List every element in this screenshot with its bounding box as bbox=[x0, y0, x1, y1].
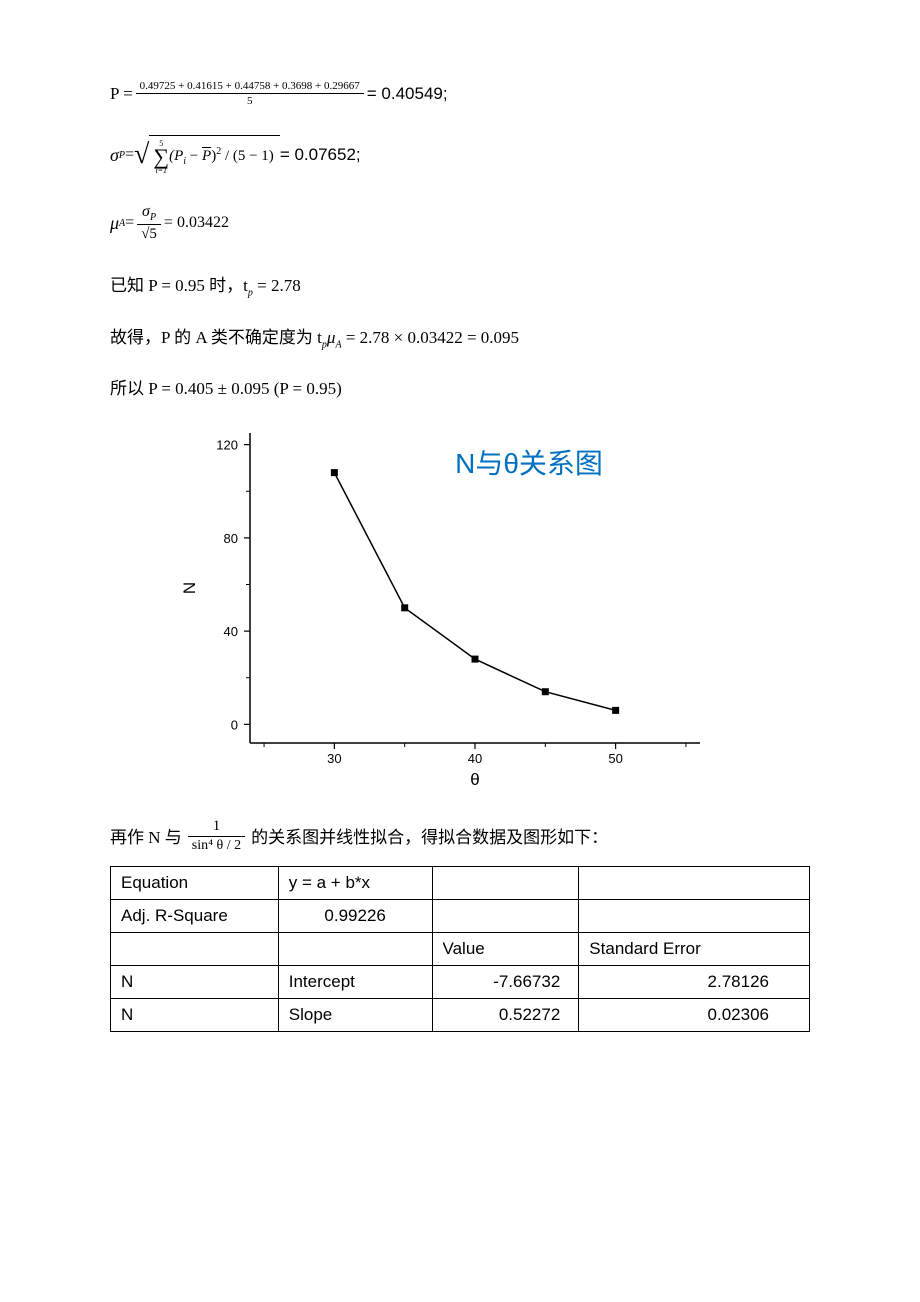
sum-icon: 5 ∑ i=1 bbox=[153, 139, 169, 175]
svg-text:N: N bbox=[180, 582, 199, 594]
svg-text:40: 40 bbox=[224, 624, 238, 639]
mu-eq: = bbox=[125, 214, 134, 232]
table-cell: 2.78126 bbox=[579, 965, 810, 998]
table-row: ValueStandard Error bbox=[111, 932, 810, 965]
eq-p-mean: P = 0.49725 + 0.41615 + 0.44758 + 0.3698… bbox=[110, 80, 810, 107]
table-cell: y = a + b*x bbox=[278, 866, 432, 899]
mu-frac: σP √5 bbox=[137, 203, 161, 243]
svg-text:θ: θ bbox=[470, 770, 479, 789]
table-row: Adj. R-Square0.99226 bbox=[111, 899, 810, 932]
mu-rhs: = 0.03422 bbox=[164, 214, 229, 232]
eq-sigma: σ P = √ 5 ∑ i=1 (Pi − P)2 / (5 − 1) = 0.… bbox=[110, 135, 810, 175]
fit-results-table: Equationy = a + b*xAdj. R-Square0.99226V… bbox=[110, 866, 810, 1032]
svg-text:40: 40 bbox=[468, 751, 482, 766]
so-line: 故得，P 的 A 类不确定度为 tpμA = 2.78 × 0.03422 = … bbox=[110, 323, 810, 350]
sigma-eq: = bbox=[125, 146, 134, 164]
table-cell: Standard Error bbox=[579, 932, 810, 965]
known-line: 已知 P = 0.95 时，tp = 2.78 bbox=[110, 271, 810, 298]
table-cell: Adj. R-Square bbox=[111, 899, 279, 932]
sigma-var: σ bbox=[110, 145, 119, 166]
p-mean-num: 0.49725 + 0.41615 + 0.44758 + 0.3698 + 0… bbox=[136, 80, 364, 93]
n-theta-chart: 0 40 80 120 30 40 50 θ N N与θ关系图 bbox=[170, 423, 720, 798]
table-row: NIntercept-7.667322.78126 bbox=[111, 965, 810, 998]
eq-mu: μ A = σP √5 = 0.03422 bbox=[110, 203, 810, 243]
sigma-expr: (Pi − P)2 / (5 − 1) bbox=[169, 146, 274, 167]
table-cell: Equation bbox=[111, 866, 279, 899]
sigma-rhs: = 0.07652; bbox=[280, 145, 361, 165]
result-line: 所以 P = 0.405 ± 0.095 (P = 0.95) bbox=[110, 374, 810, 399]
mu-var: μ bbox=[110, 213, 119, 234]
table-cell: Slope bbox=[278, 998, 432, 1031]
table-cell bbox=[432, 866, 579, 899]
svg-text:30: 30 bbox=[327, 751, 341, 766]
table-cell bbox=[579, 866, 810, 899]
table-cell bbox=[579, 899, 810, 932]
table-cell bbox=[111, 932, 279, 965]
sqrt-icon: √ bbox=[134, 135, 149, 175]
table-cell: 0.02306 bbox=[579, 998, 810, 1031]
p-mean-den: 5 bbox=[136, 93, 364, 107]
table-cell: 0.99226 bbox=[278, 899, 432, 932]
table-cell: -7.66732 bbox=[432, 965, 579, 998]
svg-text:N与θ关系图: N与θ关系图 bbox=[455, 448, 603, 479]
table-cell: Intercept bbox=[278, 965, 432, 998]
sigma-sqrt: √ 5 ∑ i=1 (Pi − P)2 / (5 − 1) bbox=[134, 135, 280, 175]
p-mean-rhs: = 0.40549; bbox=[367, 84, 448, 104]
table-cell: N bbox=[111, 965, 279, 998]
svg-text:50: 50 bbox=[608, 751, 622, 766]
svg-text:0: 0 bbox=[231, 717, 238, 732]
table-row: NSlope0.522720.02306 bbox=[111, 998, 810, 1031]
p-mean-frac: 0.49725 + 0.41615 + 0.44758 + 0.3698 + 0… bbox=[136, 80, 364, 107]
postchart-line: 再作 N 与 1 sin⁴ θ / 2 的关系图并线性拟合，得拟合数据及图形如下… bbox=[110, 818, 810, 854]
table-cell: N bbox=[111, 998, 279, 1031]
table-cell: Value bbox=[432, 932, 579, 965]
svg-text:120: 120 bbox=[216, 438, 238, 453]
sqrt-body: 5 ∑ i=1 (Pi − P)2 / (5 − 1) bbox=[149, 135, 279, 175]
postchart-frac: 1 sin⁴ θ / 2 bbox=[188, 818, 245, 854]
p-mean-lhs: P = bbox=[110, 84, 133, 104]
table-row: Equationy = a + b*x bbox=[111, 866, 810, 899]
table-cell bbox=[432, 899, 579, 932]
svg-text:80: 80 bbox=[224, 531, 238, 546]
table-cell bbox=[278, 932, 432, 965]
table-cell: 0.52272 bbox=[432, 998, 579, 1031]
